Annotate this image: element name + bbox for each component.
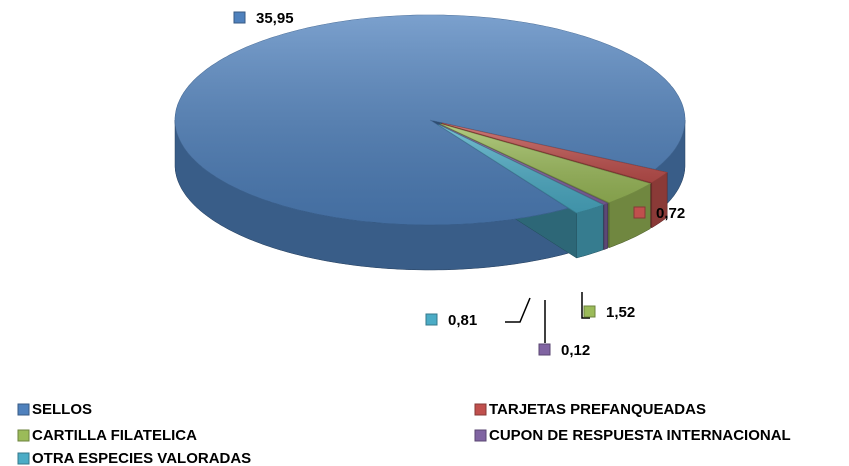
slice-shading (439, 124, 608, 205)
slice-side (576, 204, 604, 259)
legend-label: CUPON DE RESPUESTA INTERNACIONAL (489, 427, 791, 444)
leader-line (505, 297, 531, 323)
data-label: 35,95 (256, 10, 294, 27)
legend-marker (17, 403, 30, 416)
slice-shading (442, 123, 668, 183)
label-marker (633, 206, 646, 219)
slice-shading (175, 15, 685, 225)
data-label: 1,52 (606, 304, 635, 321)
data-label: 0,12 (561, 342, 590, 359)
slice-shading (438, 124, 604, 213)
legend-label: TARJETAS PREFANQUEADAS (489, 401, 706, 418)
label-marker (233, 11, 246, 24)
leader-line (581, 292, 590, 319)
data-label: 0,81 (448, 312, 477, 329)
legend-label: CARTILLA FILATELICA (32, 427, 197, 444)
legend-marker (474, 403, 487, 416)
label-marker (425, 313, 438, 326)
legend-marker (17, 429, 30, 442)
legend-marker (474, 429, 487, 442)
legend-marker (17, 452, 30, 465)
label-marker (538, 343, 551, 356)
legend-label: SELLOS (32, 401, 92, 418)
legend-label: OTRA ESPECIES VALORADAS (32, 450, 251, 466)
slice-side (603, 202, 608, 250)
label-marker (583, 305, 596, 318)
data-label: 0,72 (656, 205, 685, 222)
slice-shading (440, 123, 651, 203)
